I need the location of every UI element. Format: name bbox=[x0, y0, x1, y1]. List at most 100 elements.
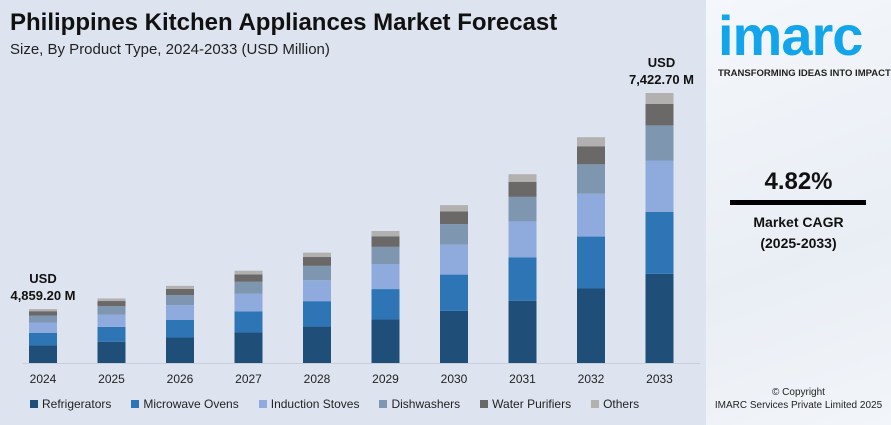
imarc-logo: imarc bbox=[718, 4, 863, 67]
tagline: TRANSFORMING IDEAS INTO IMPACT bbox=[718, 68, 891, 79]
bar-segment-microwave-ovens bbox=[303, 301, 331, 327]
legend-swatch bbox=[379, 400, 388, 408]
legend-label: Others bbox=[603, 397, 640, 411]
bar-segment-induction-stoves bbox=[29, 322, 57, 333]
bar-segment-microwave-ovens bbox=[577, 236, 605, 289]
legend-swatch bbox=[131, 400, 140, 408]
bar-segment-induction-stoves bbox=[508, 221, 537, 258]
bar-segment-dishwashers bbox=[166, 295, 194, 306]
bar-segment-water-purifiers bbox=[440, 211, 468, 225]
bar-segment-refrigerators bbox=[577, 288, 605, 363]
cagr-value: 4.82% bbox=[764, 168, 833, 195]
info-panel: imarc TRANSFORMING IDEAS INTO IMPACT 4.8… bbox=[706, 0, 891, 425]
legend-swatch bbox=[30, 400, 38, 408]
copyright-symbol: © Copyright bbox=[772, 387, 825, 398]
bar-segment-refrigerators bbox=[166, 337, 194, 363]
legend-label: Microwave Ovens bbox=[143, 397, 239, 411]
bar-segment-dishwashers bbox=[234, 281, 263, 294]
legend-item: Dishwashers bbox=[379, 397, 460, 411]
chart-title: Philippines Kitchen Appliances Market Fo… bbox=[10, 9, 558, 36]
bar-segment-others bbox=[166, 285, 194, 289]
bar-segment-others bbox=[303, 252, 331, 258]
legend-item: Refrigerators bbox=[30, 397, 111, 411]
bar-segment-others bbox=[577, 137, 605, 147]
start-label-currency: USD bbox=[29, 271, 57, 286]
legend-item: Induction Stoves bbox=[258, 397, 360, 411]
bar-segment-induction-stoves bbox=[166, 305, 194, 320]
bar-segment-water-purifiers bbox=[29, 311, 57, 316]
bar-segment-microwave-ovens bbox=[440, 274, 468, 311]
cagr-label: Market CAGR (2025-2033) bbox=[706, 212, 891, 254]
bar-segment-microwave-ovens bbox=[645, 211, 674, 274]
cagr-period: (2025-2033) bbox=[760, 235, 837, 251]
bar-segment-others bbox=[645, 93, 674, 104]
bar-segment-refrigerators bbox=[440, 310, 468, 363]
bar-segment-others bbox=[29, 309, 57, 312]
divider bbox=[730, 200, 866, 205]
bar-segment-dishwashers bbox=[508, 196, 537, 222]
bar-segment-refrigerators bbox=[234, 332, 263, 363]
bar-segment-induction-stoves bbox=[645, 160, 674, 212]
x-tick-label: 2029 bbox=[372, 372, 399, 386]
legend-label: Refrigerators bbox=[42, 397, 112, 411]
bar-segment-microwave-ovens bbox=[166, 319, 194, 338]
legend: Refrigerators Microwave Ovens Induction St… bbox=[30, 397, 659, 411]
end-label-currency: USD bbox=[647, 55, 676, 70]
bar-segment-others bbox=[371, 230, 400, 237]
legend-item: Microwave Ovens bbox=[131, 397, 239, 411]
bar-segment-water-purifiers bbox=[234, 274, 263, 282]
copyright: © Copyright IMARC Services Private Limite… bbox=[706, 386, 891, 412]
x-tick-label: 2033 bbox=[646, 372, 673, 386]
bar-segment-water-purifiers bbox=[303, 257, 331, 266]
start-value-label: USD 4,859.20 M bbox=[8, 270, 78, 304]
bar-segment-microwave-ovens bbox=[97, 326, 126, 342]
bar-segment-refrigerators bbox=[508, 300, 537, 363]
legend-swatch bbox=[258, 400, 267, 408]
bar-segment-water-purifiers bbox=[166, 288, 194, 296]
legend-swatch bbox=[480, 400, 489, 408]
x-tick-label: 2030 bbox=[441, 372, 468, 386]
x-tick-label: 2031 bbox=[509, 372, 536, 386]
bar-segment-refrigerators bbox=[371, 319, 400, 363]
x-tick-label: 2028 bbox=[304, 372, 331, 386]
start-label-value: 4,859.20 M bbox=[10, 288, 76, 303]
bar-segment-induction-stoves bbox=[303, 280, 331, 302]
x-tick-label: 2026 bbox=[167, 372, 194, 386]
legend-swatch bbox=[591, 400, 600, 408]
chart-subtitle: Size, By Product Type, 2024-2033 (USD Mi… bbox=[10, 41, 330, 58]
bar-segment-dishwashers bbox=[645, 125, 674, 161]
legend-label: Dishwashers bbox=[391, 397, 461, 411]
bar-segment-dishwashers bbox=[371, 246, 400, 264]
bar-segment-water-purifiers bbox=[645, 103, 674, 126]
x-tick-label: 2027 bbox=[235, 372, 262, 386]
bar-chart: 2024 2025 2026 2027 2028 2029 2030 2031 2032 2033 bbox=[22, 93, 700, 386]
bar-segment-microwave-ovens bbox=[234, 311, 263, 333]
legend-label: Induction Stoves bbox=[270, 397, 360, 411]
bar-segment-dishwashers bbox=[29, 315, 57, 323]
legend-item: Others bbox=[591, 397, 639, 411]
x-tick-label: 2025 bbox=[98, 372, 125, 386]
x-tick-label: 2024 bbox=[30, 372, 57, 386]
bar-segment-induction-stoves bbox=[97, 314, 126, 327]
legend-label: Water Purifiers bbox=[492, 397, 572, 411]
bar-segment-refrigerators bbox=[645, 273, 674, 363]
bar-segment-microwave-ovens bbox=[371, 289, 400, 320]
legend-item: Water Purifiers bbox=[480, 397, 571, 411]
bar-segment-induction-stoves bbox=[577, 193, 605, 237]
bar-segment-dishwashers bbox=[577, 164, 605, 194]
bar-segment-induction-stoves bbox=[440, 244, 468, 275]
end-value-label: USD 7,422.70 M bbox=[624, 54, 699, 88]
bar-segment-induction-stoves bbox=[234, 293, 263, 312]
bar-segment-microwave-ovens bbox=[29, 332, 57, 346]
bar-segment-microwave-ovens bbox=[508, 257, 537, 301]
bar-segment-others bbox=[234, 270, 263, 275]
bar-segment-water-purifiers bbox=[371, 236, 400, 247]
bar-segment-water-purifiers bbox=[97, 301, 126, 307]
bar-segment-dishwashers bbox=[97, 306, 126, 315]
bar-segment-refrigerators bbox=[97, 341, 126, 363]
bar-segment-water-purifiers bbox=[508, 181, 537, 197]
bar-segment-dishwashers bbox=[303, 265, 331, 281]
bar-segment-dishwashers bbox=[440, 224, 468, 245]
bar-segment-others bbox=[508, 174, 537, 182]
x-tick-label: 2032 bbox=[578, 372, 605, 386]
